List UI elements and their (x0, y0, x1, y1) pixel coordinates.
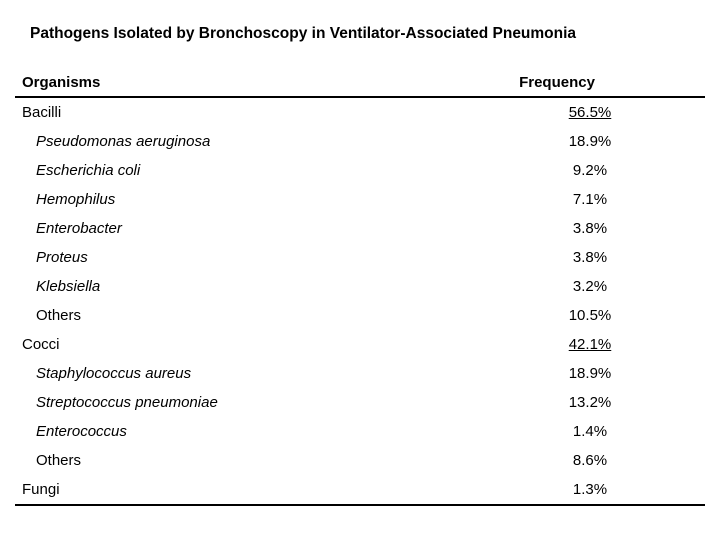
organism-label: Others (36, 452, 82, 469)
frequency-value: 8.6% (572, 452, 608, 469)
table-row: Cocci 42.1% (15, 330, 705, 359)
table-row: Others 10.5% (15, 301, 705, 330)
frequency-value: 9.2% (572, 162, 608, 179)
table-row: Enterococcus 1.4% (15, 417, 705, 446)
organism-label: Staphylococcus aureus (36, 365, 192, 382)
organism-label: Streptococcus pneumoniae (36, 394, 218, 411)
frequency-value: 18.9% (568, 365, 612, 382)
organism-label: Cocci (22, 336, 60, 353)
table-row: Fungi 1.3% (15, 475, 705, 504)
frequency-value: 56.5% (568, 104, 612, 121)
table-row: Others 8.6% (15, 446, 705, 475)
frequency-value: 18.9% (568, 133, 612, 150)
organism-label: Pseudomonas aeruginosa (36, 133, 211, 150)
table-row: Escherichia coli 9.2% (15, 156, 705, 185)
frequency-value: 13.2% (568, 394, 612, 411)
frequency-value: 3.2% (572, 278, 608, 295)
organism-label: Proteus (36, 249, 88, 266)
page-title: Pathogens Isolated by Bronchoscopy in Ve… (30, 25, 577, 42)
column-header-organisms: Organisms (22, 73, 101, 91)
pathogens-table: Organisms Frequency Bacilli 56.5% Pseudomo… (15, 68, 705, 506)
organism-label: Enterococcus (36, 423, 127, 440)
organism-label: Fungi (22, 481, 60, 498)
organism-label: Escherichia coli (36, 162, 141, 179)
organism-label: Enterobacter (36, 220, 122, 237)
table-header-row: Organisms Frequency (15, 68, 705, 98)
organism-label: Hemophilus (36, 191, 116, 208)
frequency-value: 42.1% (568, 336, 612, 353)
table-row: Proteus 3.8% (15, 243, 705, 272)
frequency-value: 1.4% (572, 423, 608, 440)
table-row: Klebsiella 3.2% (15, 272, 705, 301)
table-row: Enterobacter 3.8% (15, 214, 705, 243)
organism-label: Bacilli (22, 104, 62, 121)
frequency-value: 1.3% (572, 481, 608, 498)
table-body: Bacilli 56.5% Pseudomonas aeruginosa 18.9% E… (15, 98, 705, 506)
table-row: Streptococcus pneumoniae 13.2% (15, 388, 705, 417)
frequency-value: 3.8% (572, 220, 608, 237)
table-row: Staphylococcus aureus 18.9% (15, 359, 705, 388)
table-row: Bacilli 56.5% (15, 98, 705, 127)
column-header-frequency: Frequency (519, 73, 595, 91)
table-row: Hemophilus 7.1% (15, 185, 705, 214)
organism-label: Klebsiella (36, 278, 101, 295)
frequency-value: 3.8% (572, 249, 608, 266)
table-row: Pseudomonas aeruginosa 18.9% (15, 127, 705, 156)
frequency-value: 7.1% (572, 191, 608, 208)
frequency-value: 10.5% (568, 307, 612, 324)
organism-label: Others (36, 307, 82, 324)
